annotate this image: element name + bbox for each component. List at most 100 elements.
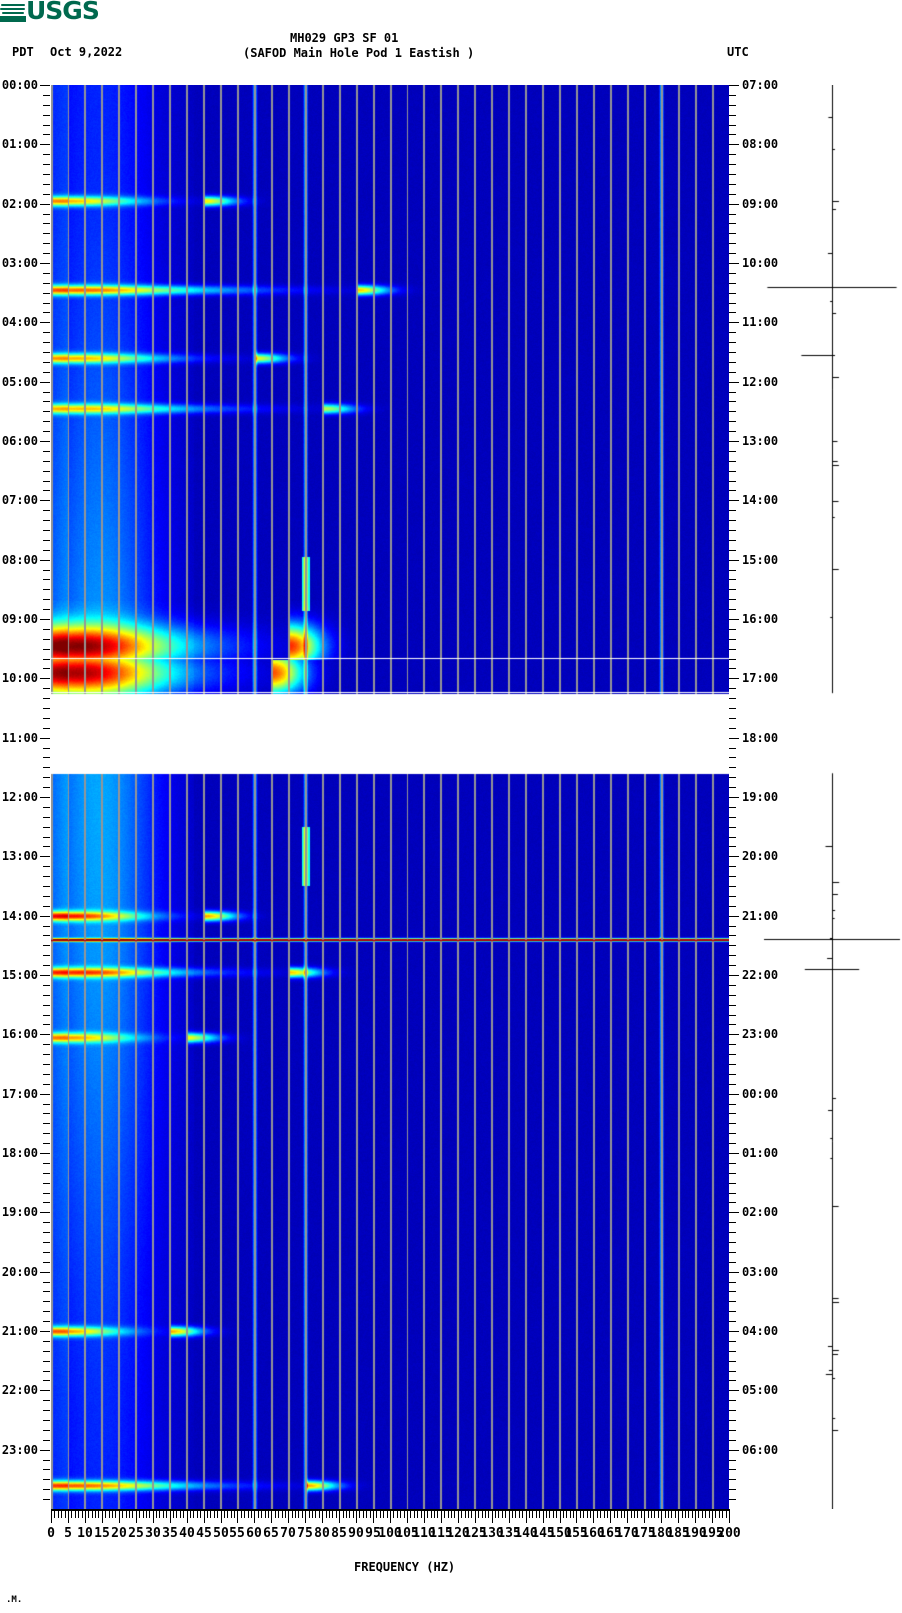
right-axis-minor-tick — [729, 807, 736, 808]
right-axis-minor-tick — [729, 1202, 736, 1203]
frequency-minor-tick — [190, 1511, 191, 1518]
frequency-axis-label: 100 — [378, 1526, 402, 1541]
right-axis-minor-tick — [729, 1311, 736, 1312]
left-axis-minor-tick — [43, 1202, 50, 1203]
left-axis-minor-tick — [43, 372, 50, 373]
left-axis-minor-tick — [43, 698, 50, 699]
right-axis-minor-tick — [729, 1104, 736, 1105]
right-axis-minor-tick — [729, 421, 736, 422]
frequency-minor-tick — [465, 1511, 466, 1518]
frequency-axis-label: 160 — [581, 1526, 605, 1541]
frequency-minor-tick — [485, 1511, 486, 1518]
frequency-major-tick — [51, 1511, 52, 1523]
frequency-minor-tick — [275, 1511, 276, 1518]
left-axis-minor-tick — [43, 728, 50, 729]
frequency-minor-tick — [58, 1511, 59, 1518]
right-axis-minor-tick — [729, 273, 736, 274]
right-axis-minor-tick — [729, 609, 736, 610]
frequency-axis-label: 125 — [463, 1526, 487, 1541]
left-time-axis: 00:00 01:00 02:00 03:00 04:00 05:00 06:00 07:00… — [0, 0, 51, 1613]
frequency-minor-tick — [82, 1511, 83, 1518]
left-axis-minor-tick — [43, 1469, 50, 1470]
right-axis-minor-tick — [729, 214, 736, 215]
right-axis-major-tick — [729, 1331, 739, 1332]
left-axis-time-label: 02:00 — [1, 197, 38, 211]
right-axis-minor-tick — [729, 490, 736, 491]
right-axis-minor-tick — [729, 411, 736, 412]
frequency-minor-tick — [139, 1511, 140, 1518]
left-axis-minor-tick — [43, 906, 50, 907]
left-axis-minor-tick — [43, 1351, 50, 1352]
left-axis-minor-tick — [43, 1262, 50, 1263]
frequency-minor-tick — [302, 1511, 303, 1518]
right-axis-minor-tick — [729, 243, 736, 244]
right-axis-minor-tick — [729, 125, 736, 126]
frequency-axis-label: 155 — [564, 1526, 588, 1541]
left-axis-minor-tick — [43, 757, 50, 758]
left-axis-major-tick — [40, 619, 50, 620]
left-axis-minor-tick — [43, 1460, 50, 1461]
right-axis-minor-tick — [729, 115, 736, 116]
frequency-minor-tick — [573, 1511, 574, 1518]
frequency-minor-tick — [366, 1511, 367, 1518]
left-axis-minor-tick — [43, 451, 50, 452]
frequency-minor-tick — [437, 1511, 438, 1518]
right-axis-minor-tick — [729, 1460, 736, 1461]
frequency-major-tick — [322, 1511, 323, 1523]
right-axis-minor-tick — [729, 1489, 736, 1490]
right-axis-major-tick — [729, 678, 739, 679]
left-axis-time-label: 04:00 — [1, 315, 38, 329]
right-axis-minor-tick — [729, 659, 736, 660]
frequency-minor-tick — [498, 1511, 499, 1518]
frequency-minor-tick — [65, 1511, 66, 1518]
frequency-minor-tick — [685, 1511, 686, 1518]
left-axis-minor-tick — [43, 985, 50, 986]
right-axis-major-tick — [729, 263, 739, 264]
frequency-minor-tick — [241, 1511, 242, 1518]
frequency-minor-tick — [319, 1511, 320, 1518]
left-axis-major-tick — [40, 738, 50, 739]
frequency-minor-tick — [183, 1511, 184, 1518]
right-axis-minor-tick — [729, 668, 736, 669]
frequency-minor-tick — [268, 1511, 269, 1518]
left-axis-minor-tick — [43, 283, 50, 284]
left-axis-time-label: 06:00 — [1, 434, 38, 448]
frequency-axis-label: 50 — [213, 1526, 229, 1541]
frequency-axis-label: 75 — [297, 1526, 313, 1541]
left-axis-minor-tick — [43, 599, 50, 600]
frequency-axis-label: 20 — [111, 1526, 127, 1541]
left-axis-minor-tick — [43, 303, 50, 304]
frequency-minor-tick — [163, 1511, 164, 1518]
right-axis-minor-tick — [729, 510, 736, 511]
frequency-minor-tick — [278, 1511, 279, 1518]
right-axis-minor-tick — [729, 1222, 736, 1223]
right-axis-minor-tick — [729, 1143, 736, 1144]
left-axis-minor-tick — [43, 243, 50, 244]
right-axis-minor-tick — [729, 906, 736, 907]
spectrogram-plot[interactable] — [51, 85, 729, 1509]
frequency-axis-line — [51, 1509, 730, 1511]
frequency-minor-tick — [112, 1511, 113, 1518]
frequency-minor-tick — [234, 1511, 235, 1518]
left-axis-minor-tick — [43, 540, 50, 541]
right-axis-minor-tick — [729, 589, 736, 590]
frequency-minor-tick — [654, 1511, 655, 1518]
frequency-minor-tick — [709, 1511, 710, 1518]
left-axis-minor-tick — [43, 233, 50, 234]
right-axis-minor-tick — [729, 926, 736, 927]
frequency-minor-tick — [224, 1511, 225, 1518]
right-axis-minor-tick — [729, 1341, 736, 1342]
frequency-axis-label: 35 — [162, 1526, 178, 1541]
frequency-minor-tick — [448, 1511, 449, 1518]
frequency-minor-tick — [180, 1511, 181, 1518]
left-axis-minor-tick — [43, 1133, 50, 1134]
frequency-minor-tick — [722, 1511, 723, 1518]
left-axis-major-tick — [40, 560, 50, 561]
left-axis-minor-tick — [43, 174, 50, 175]
frequency-minor-tick — [502, 1511, 503, 1518]
frequency-minor-tick — [353, 1511, 354, 1518]
left-axis-time-label: 00:00 — [1, 78, 38, 92]
amplitude-trace-panel — [760, 85, 902, 1509]
right-axis-minor-tick — [729, 1173, 736, 1174]
right-axis-major-tick — [729, 1153, 739, 1154]
